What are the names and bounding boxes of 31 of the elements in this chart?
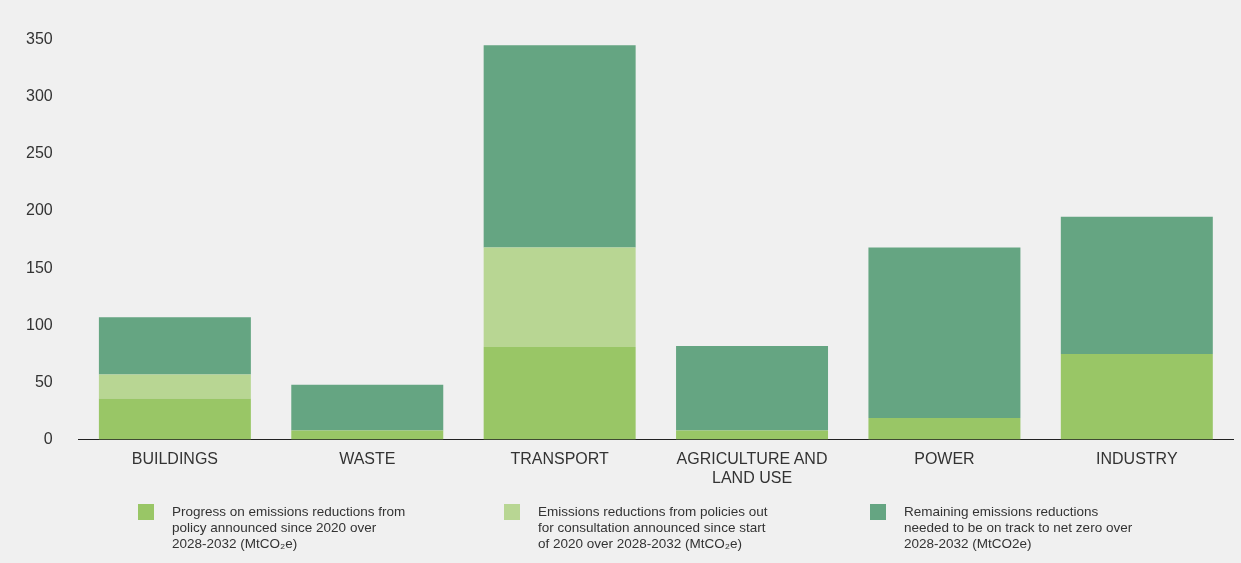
bar [98,398,251,440]
bar [98,317,251,375]
legend-label: Progress on emissions reductions from policy announced since 2020 over 2028-2032 (MtCO₂e) [172,504,407,552]
x-tick-label: POWER [914,449,975,467]
bar [676,430,829,440]
y-tick-label: 250 [25,144,53,162]
bar [676,345,829,431]
y-tick-label: 350 [25,30,53,48]
bar [1060,353,1213,440]
bar [291,430,444,440]
y-tick-label: 0 [43,430,53,448]
bar [483,247,636,348]
legend-label: Emissions reductions from policies out for consultation announced since start of 2020 over 2028-2032 (MtCO₂e) [538,504,769,552]
legend-label: Remaining emissions reductions needed to be on track to net zero over 2028-2032 (MtCO2e) [904,504,1134,552]
bar [868,247,1021,418]
x-tick-label: WASTE [339,449,396,467]
y-tick-label: 200 [25,201,53,219]
bar [291,384,444,431]
y-tick-label: 50 [34,372,53,390]
bar [1060,216,1213,354]
y-tick-label: 150 [25,258,53,276]
y-tick-label: 300 [25,87,53,105]
bar [483,45,636,248]
x-tick-label: INDUSTRY [1096,449,1178,467]
bar [483,347,636,440]
x-tick-label: TRANSPORT [510,449,610,467]
bar [868,417,1021,440]
x-tick-label: AGRICULTURE AND LAND USE [676,449,828,486]
bar [98,374,251,399]
y-tick-label: 100 [25,315,53,333]
x-tick-label: BUILDINGS [131,449,219,467]
